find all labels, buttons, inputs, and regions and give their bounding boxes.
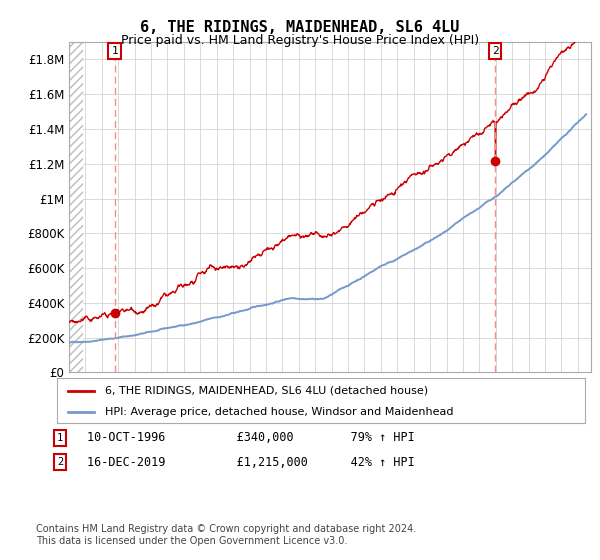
Text: 16-DEC-2019          £1,215,000      42% ↑ HPI: 16-DEC-2019 £1,215,000 42% ↑ HPI bbox=[87, 455, 415, 469]
Text: 1: 1 bbox=[57, 433, 63, 443]
Text: HPI: Average price, detached house, Windsor and Maidenhead: HPI: Average price, detached house, Wind… bbox=[104, 407, 453, 417]
Text: 6, THE RIDINGS, MAIDENHEAD, SL6 4LU (detached house): 6, THE RIDINGS, MAIDENHEAD, SL6 4LU (det… bbox=[104, 385, 428, 395]
Text: 2: 2 bbox=[57, 457, 63, 467]
Text: 10-OCT-1996          £340,000        79% ↑ HPI: 10-OCT-1996 £340,000 79% ↑ HPI bbox=[87, 431, 415, 445]
Text: 2: 2 bbox=[492, 46, 499, 56]
Text: 6, THE RIDINGS, MAIDENHEAD, SL6 4LU: 6, THE RIDINGS, MAIDENHEAD, SL6 4LU bbox=[140, 20, 460, 35]
Text: 1: 1 bbox=[111, 46, 118, 56]
Text: Contains HM Land Registry data © Crown copyright and database right 2024.
This d: Contains HM Land Registry data © Crown c… bbox=[36, 524, 416, 546]
Text: Price paid vs. HM Land Registry's House Price Index (HPI): Price paid vs. HM Land Registry's House … bbox=[121, 34, 479, 46]
